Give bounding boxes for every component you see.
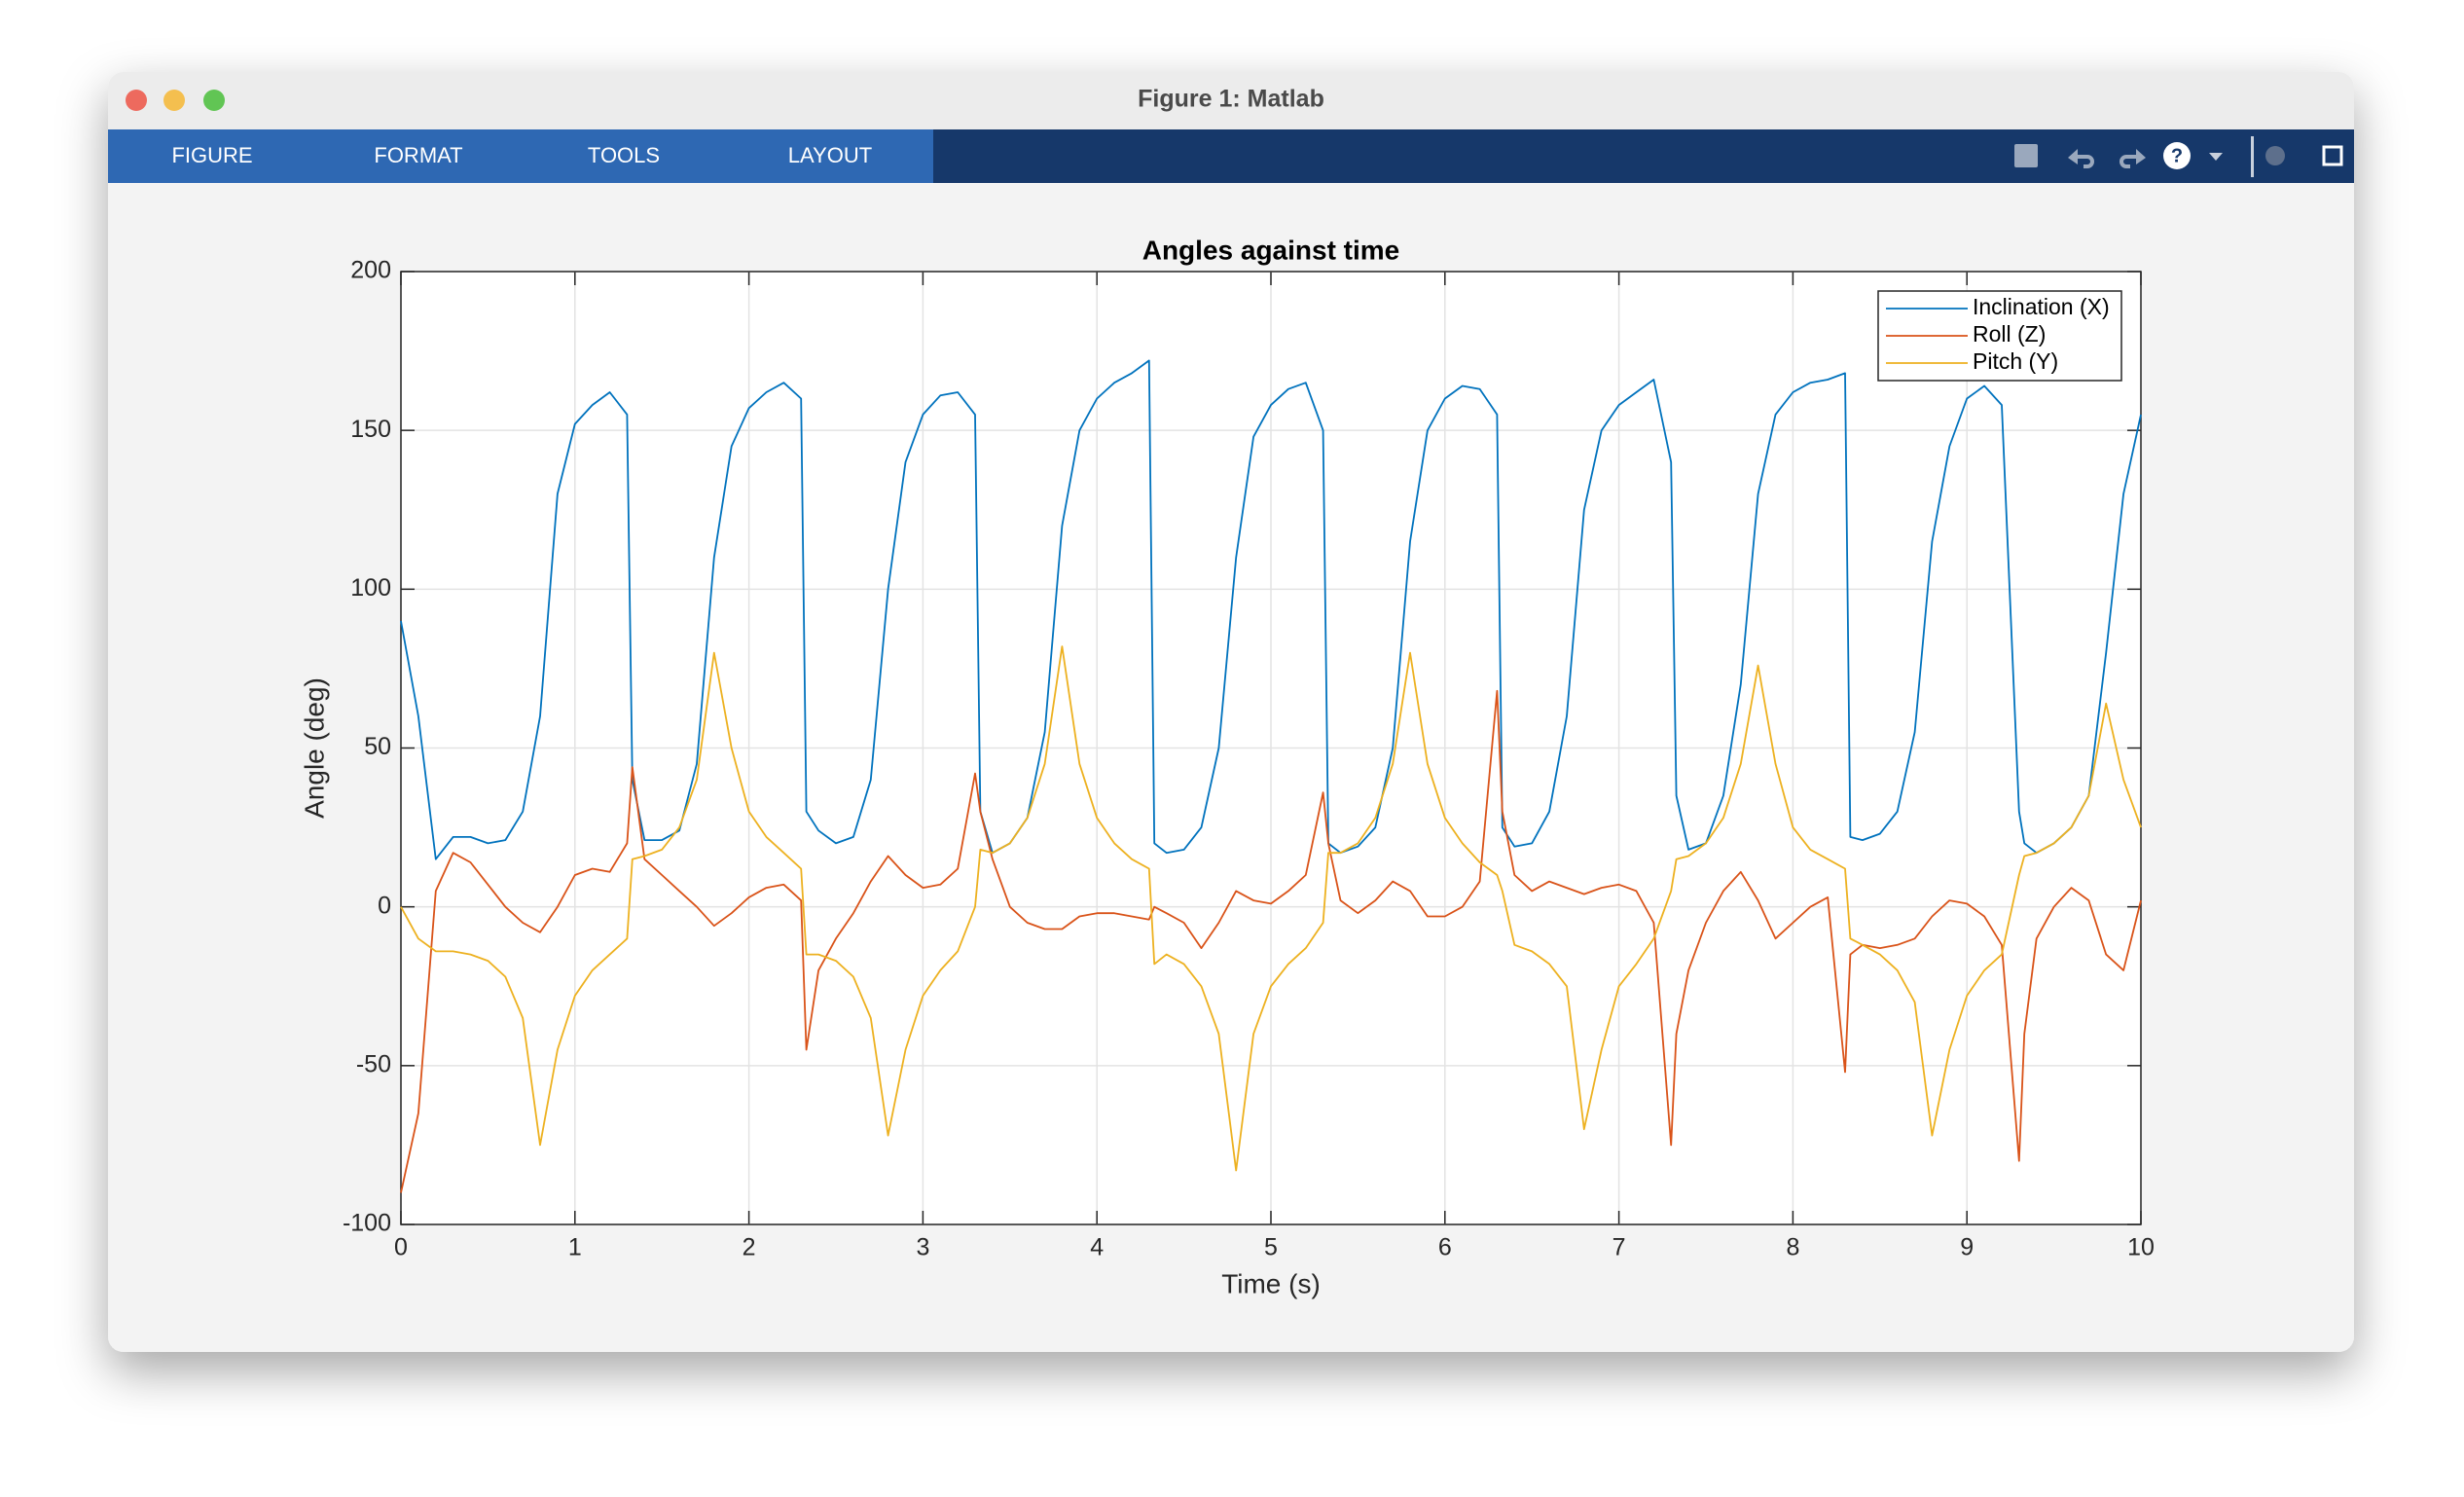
- help-menu[interactable]: [2209, 153, 2223, 161]
- window-title: Figure 1: Matlab: [1138, 86, 1324, 113]
- y-tick-label: -50: [356, 1050, 391, 1077]
- tab[interactable]: FIGURE: [171, 143, 252, 167]
- tab[interactable]: TOOLS: [588, 143, 660, 167]
- chart: 0 1 2 3 4 5 6 7 8 9 10 -100 -50 0 50 100 150 200 Angles ag…: [299, 235, 2155, 1298]
- tab-strip: [108, 129, 933, 183]
- title-bar: [108, 72, 2354, 129]
- x-tick-label: 1: [568, 1234, 582, 1261]
- x-tick-label: 3: [916, 1234, 929, 1261]
- legend-label: Inclination (X): [1973, 294, 2110, 319]
- minimize-button[interactable]: [163, 90, 185, 111]
- series-line: [400, 645, 2142, 1172]
- y-tick-label: 150: [350, 416, 391, 443]
- y-tick-label: 50: [364, 733, 391, 760]
- x-tick-label: 6: [1438, 1234, 1452, 1261]
- y-tick-label: 100: [350, 574, 391, 602]
- menu-icon[interactable]: [2265, 146, 2285, 165]
- undo-icon[interactable]: [2068, 149, 2094, 168]
- y-axis-label: Angle (deg): [299, 677, 329, 819]
- x-tick-label: 8: [1786, 1234, 1799, 1261]
- x-axis-label: Time (s): [1221, 1268, 1321, 1298]
- toolbar-icons: [2014, 136, 2343, 177]
- x-tick-label: 4: [1090, 1234, 1104, 1261]
- tab[interactable]: LAYOUT: [788, 143, 872, 167]
- undock-icon[interactable]: [2322, 145, 2343, 166]
- y-tick-label: 0: [378, 892, 391, 919]
- close-button[interactable]: [126, 90, 147, 111]
- series-line: [400, 689, 2142, 1193]
- y-tick-label: -100: [343, 1210, 391, 1237]
- legend-label: Pitch (Y): [1973, 348, 2058, 374]
- x-tick-label: 5: [1264, 1234, 1278, 1261]
- x-tick-label: 10: [2127, 1234, 2155, 1261]
- redo-icon[interactable]: [2120, 149, 2146, 168]
- tabs: FIGURE FORMAT TOOLS LAYOUT: [171, 143, 872, 167]
- axes-box: [400, 271, 2142, 1225]
- series-line: [400, 359, 2142, 860]
- legend-label: Roll (Z): [1973, 321, 2046, 347]
- chart-title: Angles against time: [1142, 235, 1400, 265]
- separator: [2251, 136, 2254, 177]
- x-tick-label: 0: [394, 1234, 408, 1261]
- x-tick-label: 7: [1612, 1234, 1626, 1261]
- x-tick-label: 9: [1960, 1234, 1974, 1261]
- save-icon[interactable]: [2014, 144, 2038, 167]
- y-tick-label: 200: [350, 257, 391, 284]
- x-tick-label: 2: [743, 1234, 756, 1261]
- zoom-button[interactable]: [203, 90, 225, 111]
- help-icon[interactable]: [2163, 142, 2191, 169]
- help-glyph: ?: [2171, 145, 2183, 166]
- tab[interactable]: FORMAT: [374, 143, 462, 167]
